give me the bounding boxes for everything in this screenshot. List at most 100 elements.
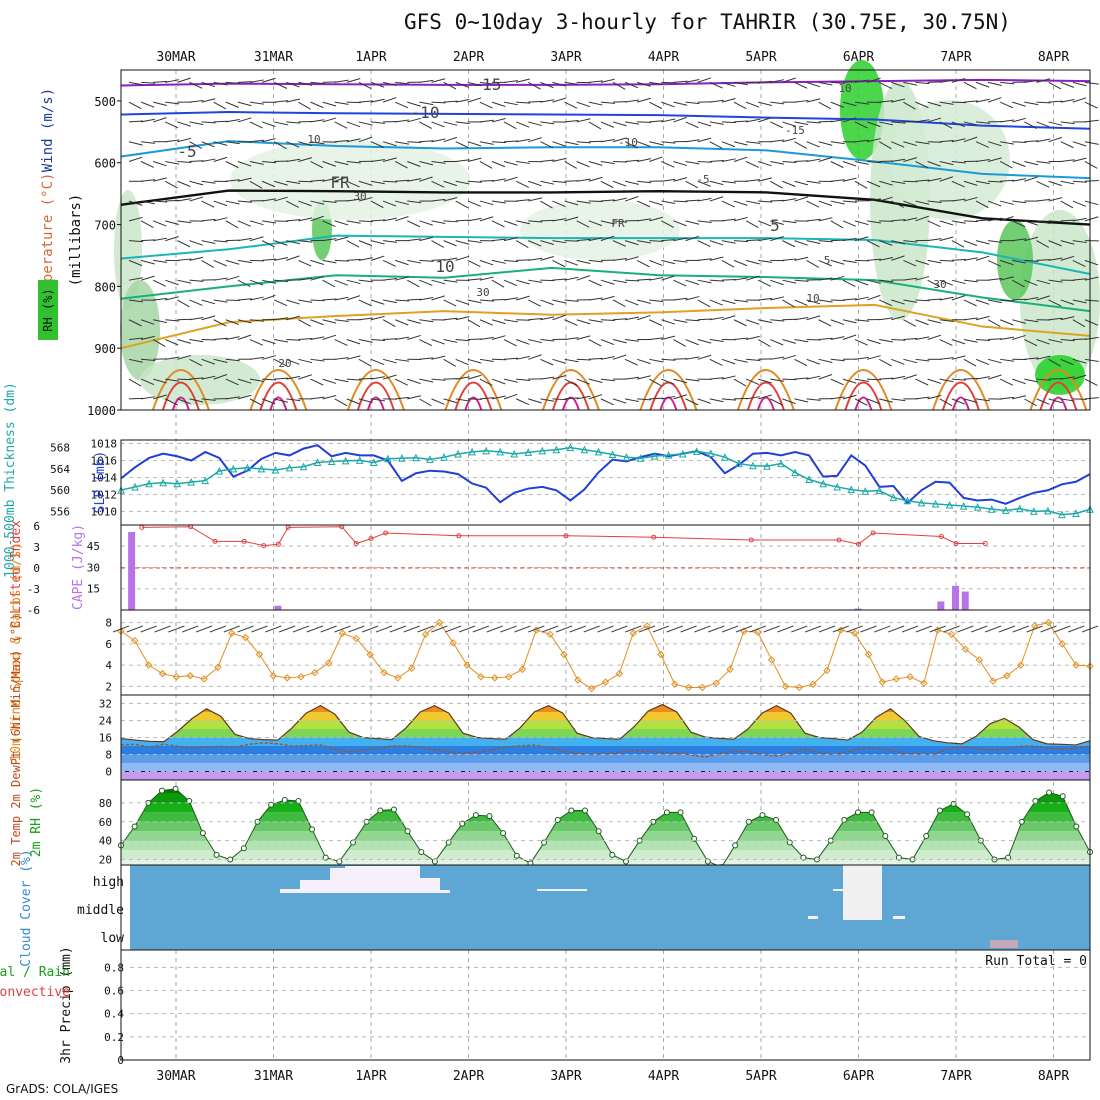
wind-barb <box>625 159 640 162</box>
wind-barb <box>249 356 264 360</box>
isotherm-line <box>736 369 795 411</box>
wind-barb <box>237 117 252 123</box>
wind-barb <box>1084 397 1099 400</box>
rh-point <box>199 830 206 837</box>
wind-barb <box>528 240 542 247</box>
wind-tick-label: 4 <box>105 659 112 672</box>
wind-barb <box>286 219 301 222</box>
wind-barb <box>770 398 784 406</box>
wind-barb <box>1036 279 1051 285</box>
lifted-index-point <box>241 538 247 544</box>
rh-point <box>895 854 902 861</box>
wind-barb <box>455 376 470 380</box>
wind-barb <box>661 141 676 144</box>
wind-barb <box>552 374 567 380</box>
thickness-point <box>145 479 153 488</box>
isotherm-line <box>639 369 698 411</box>
wind-barb <box>201 218 216 222</box>
wind-barb <box>540 159 555 162</box>
temp-band <box>121 763 1090 772</box>
wind-barb <box>661 118 676 123</box>
wind-barb <box>541 625 559 633</box>
wind-barb <box>165 121 179 129</box>
wind-barb <box>770 220 784 225</box>
wind-barb <box>528 354 542 360</box>
wind-barb <box>382 374 397 380</box>
wind-barb <box>528 100 543 103</box>
temp-band <box>121 729 1090 738</box>
wind-barb <box>770 199 785 202</box>
rh-legend-swatch <box>38 280 58 340</box>
wind-barb <box>1060 219 1075 222</box>
wind-barb <box>141 179 156 182</box>
wind-speed-point <box>1017 661 1025 669</box>
wind-barb <box>878 299 893 307</box>
wind-barb <box>673 80 688 83</box>
wind-speed-point <box>214 663 222 671</box>
wind-barb <box>322 319 337 324</box>
wind-barb <box>721 259 735 268</box>
wind-barb <box>649 200 663 206</box>
thickness-point <box>299 462 308 471</box>
wind-barb <box>237 177 252 182</box>
wind-barb <box>140 335 155 341</box>
wind-barb <box>927 177 942 182</box>
wind-barb <box>358 180 373 186</box>
isotherm-line <box>120 189 1091 226</box>
wind-barb <box>612 398 627 404</box>
wind-barb <box>261 138 276 143</box>
wind-barb <box>419 259 434 262</box>
wind-barb <box>274 257 288 261</box>
wind-barb <box>201 81 216 88</box>
isotherm-line <box>649 381 688 411</box>
wind-barb <box>141 396 156 400</box>
thickness-point <box>763 462 771 470</box>
wind-barb <box>806 121 821 124</box>
wind-barb <box>975 339 991 342</box>
wind-barb <box>709 240 724 246</box>
wind-barb <box>564 337 579 341</box>
wind-barb <box>975 159 990 162</box>
wind-barb <box>419 339 433 347</box>
rh-band <box>121 831 1090 841</box>
wind-barb <box>334 625 351 633</box>
wind-barb <box>201 398 216 401</box>
wind-speed-point <box>767 656 776 664</box>
wind-barb <box>261 240 275 248</box>
wind-barb <box>407 200 422 204</box>
thickness-point <box>285 463 294 472</box>
wind-barb <box>1048 317 1063 321</box>
wind-barb <box>612 318 628 321</box>
wind-barb <box>583 625 600 633</box>
wind-barb <box>721 180 736 184</box>
wind-barb <box>733 81 748 86</box>
wind-barb <box>140 161 154 168</box>
wind-barb <box>407 334 421 341</box>
wind-barb <box>528 220 543 223</box>
thickness-point <box>973 503 982 511</box>
contour-label: 30 <box>933 278 946 291</box>
wind-barb <box>866 240 880 248</box>
wind-barb <box>854 398 868 406</box>
wind-barb <box>806 315 821 321</box>
wind-barb <box>141 141 156 144</box>
wind-barb <box>951 78 966 83</box>
wind-speed-point <box>449 639 457 647</box>
rh-point <box>882 832 889 839</box>
wind-barb <box>649 156 663 162</box>
slp-tick-label: 1016 <box>91 455 118 468</box>
wind-barb <box>467 259 481 267</box>
wind-barb <box>666 625 683 633</box>
wind-barb <box>806 158 821 162</box>
rh-tick-label: 80 <box>99 797 112 810</box>
wind-barb <box>249 339 263 346</box>
wind-barb <box>1072 299 1087 304</box>
wind-barb <box>661 239 676 242</box>
wind-speed-point <box>726 665 734 674</box>
wind-barb <box>624 180 639 185</box>
wind-barb <box>963 196 978 202</box>
wind-barb <box>298 319 311 327</box>
wind-barb <box>479 200 494 206</box>
wind-barb <box>879 240 893 246</box>
date-label-bottom: 7APR <box>940 1069 971 1084</box>
